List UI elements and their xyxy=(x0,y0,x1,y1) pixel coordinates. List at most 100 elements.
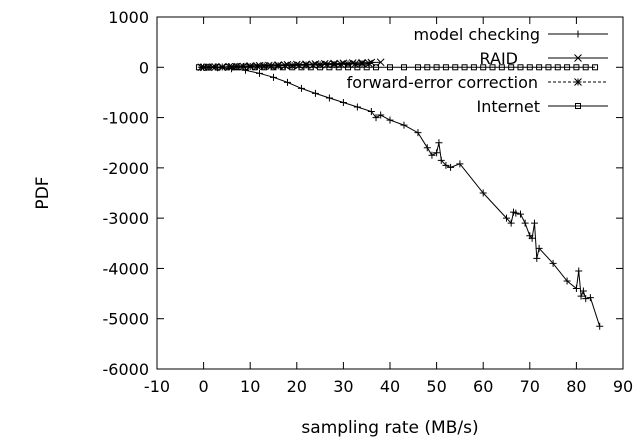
data-point-square xyxy=(554,64,561,71)
x-tick-label: 90 xyxy=(613,377,633,396)
data-point-square xyxy=(373,64,380,71)
data-point-square xyxy=(536,64,543,71)
data-point-square xyxy=(508,64,515,71)
data-point-star xyxy=(574,78,582,86)
data-point-square xyxy=(195,64,202,71)
y-tick-label: -4000 xyxy=(103,259,150,278)
data-point-square xyxy=(573,64,580,71)
data-point-square xyxy=(470,64,477,71)
axis-ticks: -10 0 10 20 30 40 50 60 70 80 90 1000 0 -1000 -2000 -30… xyxy=(103,8,634,396)
data-point-plus xyxy=(586,294,594,302)
data-point-square xyxy=(489,64,496,71)
data-point-plus xyxy=(563,277,571,285)
data-point-plus xyxy=(339,98,347,106)
legend-label: Internet xyxy=(476,97,540,116)
data-point-square xyxy=(498,64,505,71)
data-point-square xyxy=(223,64,230,71)
x-tick-label: 20 xyxy=(287,377,307,396)
data-point-square xyxy=(480,64,487,71)
data-point-plus xyxy=(512,209,520,217)
data-point-plus xyxy=(311,89,319,97)
data-point-star xyxy=(344,60,352,68)
data-point-plus xyxy=(528,234,536,242)
data-point-star xyxy=(260,62,269,70)
data-point-plus xyxy=(297,84,305,92)
data-point-plus xyxy=(353,103,361,111)
series-3 xyxy=(195,64,599,71)
x-tick-label: -10 xyxy=(144,377,170,396)
data-point-plus xyxy=(414,129,422,137)
data-point-square xyxy=(582,64,589,71)
legend-label: forward-error correction xyxy=(347,73,538,92)
data-point-plus xyxy=(579,287,587,295)
data-point-square xyxy=(298,64,305,71)
series-0 xyxy=(200,63,604,330)
data-point-plus xyxy=(574,30,582,38)
data-point-square xyxy=(363,64,370,71)
data-point-star xyxy=(274,61,283,70)
data-point-square xyxy=(345,64,352,71)
y-tick-label: -1000 xyxy=(103,109,150,128)
data-point-plus xyxy=(242,66,250,74)
data-point-plus xyxy=(400,121,408,129)
data-point-square xyxy=(424,64,431,71)
data-point-plus xyxy=(325,94,333,102)
legend-label: RAID xyxy=(480,49,518,68)
data-point-square xyxy=(317,64,324,71)
data-point-square xyxy=(400,64,407,71)
data-point-square xyxy=(205,64,212,71)
y-tick-label: -3000 xyxy=(103,209,150,228)
legend: model checking RAID forward-error correcti… xyxy=(347,25,608,116)
y-tick-label: -6000 xyxy=(103,360,150,379)
data-point-plus xyxy=(530,219,538,227)
data-point-plus xyxy=(549,259,557,267)
data-point-square xyxy=(242,64,249,71)
data-point-star xyxy=(337,60,345,69)
data-point-square xyxy=(545,64,552,71)
y-tick-label: -2000 xyxy=(103,159,150,178)
data-point-plus xyxy=(533,254,541,262)
data-point-square xyxy=(307,64,314,71)
data-point-plus xyxy=(447,163,455,171)
x-tick-label: 40 xyxy=(380,377,400,396)
data-point-plus xyxy=(256,69,264,77)
data-point-square xyxy=(354,64,361,71)
data-point-plus xyxy=(435,139,443,147)
x-axis-title: sampling rate (MB/s) xyxy=(301,418,478,438)
data-point-star xyxy=(351,60,359,68)
data-point-plus xyxy=(507,219,515,227)
data-point-plus xyxy=(442,161,450,169)
data-point-square xyxy=(442,64,449,71)
data-point-plus xyxy=(428,151,436,159)
data-point-plus xyxy=(479,189,487,197)
data-point-square xyxy=(592,64,599,71)
data-point-plus xyxy=(367,108,375,116)
series-line xyxy=(203,66,601,327)
y-tick-label: 0 xyxy=(139,58,149,77)
data-point-square xyxy=(251,64,258,71)
data-point-plus xyxy=(577,292,585,300)
data-point-plus xyxy=(437,156,445,164)
data-point-plus xyxy=(456,160,464,168)
data-point-plus xyxy=(535,244,543,252)
data-point-square xyxy=(452,64,459,71)
data-point-plus xyxy=(572,285,580,293)
data-point-square xyxy=(335,64,342,71)
data-point-star xyxy=(246,62,255,71)
data-point-plus xyxy=(521,219,529,227)
data-point-square xyxy=(526,64,533,71)
data-point-plus xyxy=(386,116,394,124)
x-tick-label: 30 xyxy=(333,377,353,396)
data-point-star xyxy=(330,60,338,69)
data-point-square xyxy=(233,64,240,71)
series-layer xyxy=(195,58,604,330)
data-point-plus xyxy=(270,73,277,81)
data-point-star xyxy=(302,61,310,69)
data-point-plus xyxy=(503,214,510,222)
x-tick-label: 60 xyxy=(473,377,493,396)
data-point-star xyxy=(288,61,296,70)
data-point-plus xyxy=(582,295,590,303)
y-tick-label: 1000 xyxy=(108,8,149,27)
x-tick-label: 80 xyxy=(566,377,586,396)
